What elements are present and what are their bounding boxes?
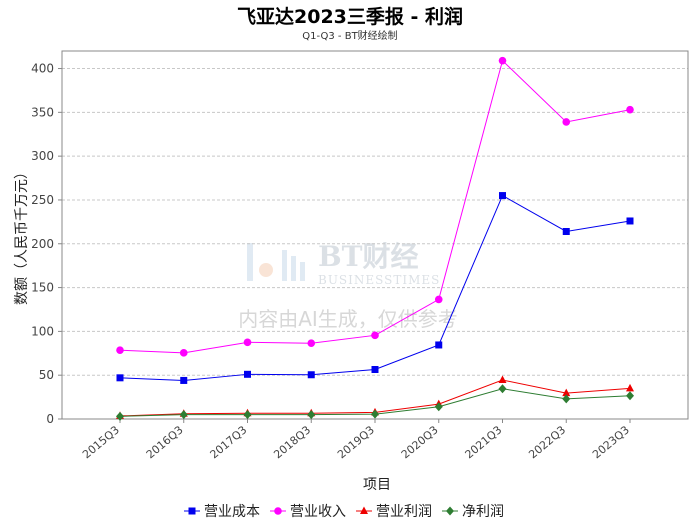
data-point: [307, 410, 316, 420]
data-point: [116, 374, 124, 382]
legend-label: 营业收入: [290, 504, 346, 520]
y-axis-title: 数额（人民币千万元）: [14, 165, 30, 305]
data-point: [179, 410, 188, 420]
data-point: [179, 349, 188, 357]
x-tick-label: 2018Q3: [271, 423, 313, 461]
legend-label: 营业利润: [376, 504, 432, 520]
x-tick-label: 2017Q3: [208, 423, 250, 461]
chart-subtitle: Q1-Q3 - BT财经绘制: [302, 31, 398, 42]
data-point: [626, 383, 634, 392]
legend-item: 营业利润: [356, 504, 432, 520]
data-point: [243, 410, 252, 420]
legend-swatch-marker: [274, 507, 282, 515]
data-point: [116, 346, 124, 355]
chart-title: 飞亚达2023三季报 - 利润: [237, 6, 463, 28]
data-point: [371, 365, 379, 373]
y-tick-label: 250: [31, 193, 54, 207]
watermark-logo-bar-2: [282, 250, 287, 281]
legend-item: 营业成本: [184, 504, 260, 520]
data-point: [307, 339, 316, 348]
watermark-logo-bar-1: [247, 243, 253, 281]
data-point: [435, 341, 443, 349]
data-point: [434, 295, 443, 304]
x-tick-label: 2019Q3: [335, 423, 377, 461]
y-tick-label: 100: [31, 324, 54, 338]
x-tick-label: 2020Q3: [399, 423, 441, 461]
y-tick-label: 300: [31, 149, 54, 163]
watermark-sub: BUSINESSTIMES: [318, 273, 440, 287]
legend-item: 净利润: [442, 504, 504, 520]
data-point: [498, 384, 507, 394]
x-tick-label: 2015Q3: [80, 423, 122, 461]
data-point: [180, 376, 188, 384]
data-point: [498, 375, 507, 384]
data-point: [562, 227, 570, 235]
data-point: [626, 105, 634, 114]
data-point: [116, 411, 124, 421]
series-1: [116, 192, 634, 384]
data-point: [499, 192, 506, 200]
x-axis-title: 项目: [363, 477, 391, 493]
legend-swatch-marker: [188, 507, 196, 515]
legend-label: 净利润: [462, 504, 504, 520]
data-point: [562, 118, 571, 126]
legend: 营业成本 营业收入 营业利润 净利润: [184, 504, 504, 520]
data-point: [307, 371, 315, 379]
series-2: [116, 56, 634, 357]
x-tick-label: 2021Q3: [463, 423, 505, 461]
data-point: [243, 338, 252, 347]
y-tick-label: 400: [31, 62, 54, 76]
data-point: [562, 388, 571, 397]
data-point: [244, 370, 251, 378]
watermark-logo-bar-4: [300, 262, 305, 281]
legend-swatch-marker: [360, 506, 368, 514]
data-point: [434, 402, 443, 412]
watermark-notice: 内容由AI生成，仅供参考: [238, 307, 458, 331]
y-tick-label: 50: [39, 368, 54, 382]
data-point: [371, 331, 379, 340]
data-point: [371, 409, 379, 419]
watermark: BT财经 BUSINESSTIMES 内容由AI生成，仅供参考: [238, 240, 458, 331]
plot-area: [61, 50, 689, 420]
x-tick-label: 2016Q3: [144, 423, 186, 461]
y-tick-label: 150: [31, 281, 54, 295]
data-point: [626, 217, 634, 225]
watermark-logo-dot: [259, 263, 273, 277]
y-tick-label: 350: [31, 105, 54, 119]
data-point: [498, 56, 507, 65]
x-tick-label: 2023Q3: [590, 423, 632, 461]
series-4: [116, 384, 634, 421]
data-point: [562, 394, 571, 404]
y-tick-label: 0: [46, 412, 54, 426]
legend-swatch-marker: [446, 506, 454, 516]
y-tick-label: 200: [31, 237, 54, 251]
watermark-brand: BT财经: [318, 240, 419, 273]
x-tick-label: 2022Q3: [526, 423, 568, 461]
legend-label: 营业成本: [204, 504, 260, 520]
data-point: [626, 391, 634, 401]
legend-item: 营业收入: [270, 504, 346, 520]
watermark-logo-bar-3: [291, 256, 296, 281]
